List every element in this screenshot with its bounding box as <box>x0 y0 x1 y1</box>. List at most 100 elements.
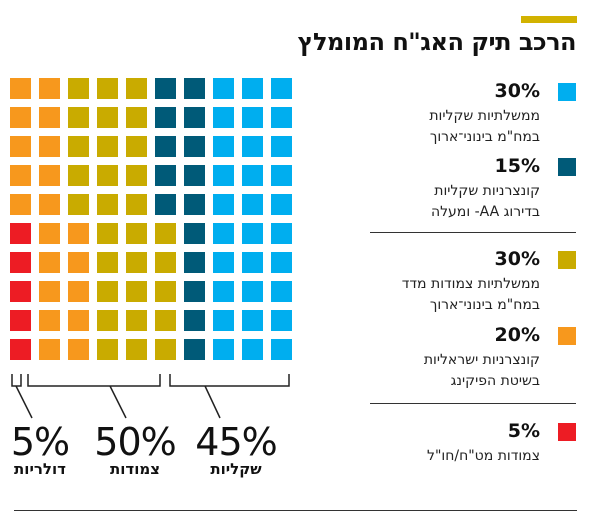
waffle-cell-gov-shekel <box>213 281 234 302</box>
group-bracket-1 <box>27 374 161 419</box>
legend-item-gov-cpi: 30% ממשלתיות צמודות מדד במח"מ בינוני־ארו… <box>356 248 576 324</box>
waffle-cell-gov-cpi <box>68 136 89 157</box>
legend-item-corp-dollar: 5% צמודות מט"ח/חו"ל <box>356 420 576 470</box>
legend-swatch-corp-dollar <box>558 423 576 441</box>
summary-label-dollar: דולריות <box>14 460 66 478</box>
waffle-cell-corp-israeli <box>39 252 60 273</box>
waffle-cell-gov-shekel <box>271 281 292 302</box>
waffle-cell-gov-shekel <box>213 165 234 186</box>
waffle-cell-gov-shekel <box>271 165 292 186</box>
waffle-cell-corp-shekel <box>184 78 205 99</box>
waffle-cell-gov-cpi <box>97 339 118 360</box>
waffle-cell-corp-shekel <box>184 310 205 331</box>
legend-label: קונצרניות שקליות <box>434 183 540 199</box>
waffle-cell-gov-cpi <box>126 165 147 186</box>
waffle-cell-corp-israeli <box>10 194 31 215</box>
waffle-cell-corp-dollar <box>10 281 31 302</box>
legend-item-gov-shekel: 30% ממשלתיות שקליות במח"מ בינוני־ארוך <box>356 80 576 156</box>
waffle-cell-gov-cpi <box>97 310 118 331</box>
waffle-cell-corp-israeli <box>10 165 31 186</box>
waffle-cell-gov-cpi <box>68 165 89 186</box>
legend-item-corp-shekel: 15% קונצרניות שקליות בדירוג AA- ומעלה <box>356 155 576 231</box>
waffle-cell-gov-shekel <box>242 78 263 99</box>
waffle-cell-gov-shekel <box>271 78 292 99</box>
waffle-cell-gov-cpi <box>126 339 147 360</box>
waffle-cell-corp-shekel <box>155 194 176 215</box>
legend-swatch-gov-cpi <box>558 251 576 269</box>
waffle-cell-corp-israeli <box>39 281 60 302</box>
legend-label-sub: במח"מ בינוני־ארוך <box>429 129 540 145</box>
legend-label: צמודות מט"ח/חו"ל <box>427 448 540 464</box>
waffle-cell-gov-shekel <box>242 165 263 186</box>
waffle-cell-gov-cpi <box>97 252 118 273</box>
legend-label: ממשלתיות צמודות מדד <box>401 276 540 292</box>
waffle-cell-corp-shekel <box>155 136 176 157</box>
waffle-cell-corp-israeli <box>39 78 60 99</box>
waffle-cell-corp-shekel <box>184 136 205 157</box>
waffle-cell-gov-shekel <box>242 339 263 360</box>
waffle-cell-gov-shekel <box>271 194 292 215</box>
waffle-cell-gov-cpi <box>126 107 147 128</box>
waffle-cell-gov-shekel <box>242 310 263 331</box>
legend-label: ממשלתיות שקליות <box>429 108 540 124</box>
waffle-cell-gov-shekel <box>213 310 234 331</box>
waffle-cell-gov-shekel <box>271 339 292 360</box>
waffle-cell-gov-shekel <box>242 252 263 273</box>
waffle-cell-gov-cpi <box>126 194 147 215</box>
waffle-cell-gov-shekel <box>213 107 234 128</box>
legend-pct: 20% <box>494 324 540 346</box>
waffle-cell-gov-cpi <box>155 223 176 244</box>
waffle-cell-corp-israeli <box>68 339 89 360</box>
waffle-cell-gov-shekel <box>213 339 234 360</box>
waffle-cell-corp-israeli <box>39 136 60 157</box>
summary-pct-cpi: 50% <box>94 420 176 464</box>
legend-label-sub: בדירוג AA- ומעלה <box>430 204 540 220</box>
legend-label-sub: במח"מ בינוני־ארוך <box>429 297 540 313</box>
waffle-cell-corp-israeli <box>68 281 89 302</box>
waffle-cell-corp-israeli <box>39 165 60 186</box>
waffle-cell-gov-cpi <box>97 165 118 186</box>
group-bracket-2 <box>169 374 290 419</box>
waffle-cell-gov-shekel <box>271 310 292 331</box>
waffle-cell-gov-shekel <box>242 136 263 157</box>
waffle-cell-corp-shekel <box>184 339 205 360</box>
waffle-cell-corp-dollar <box>10 223 31 244</box>
waffle-cell-gov-shekel <box>271 223 292 244</box>
waffle-cell-gov-cpi <box>97 78 118 99</box>
legend-item-corp-israeli: 20% קונצרניות ישראליות בשיטת הפיקינג <box>356 324 576 400</box>
waffle-cell-gov-shekel <box>271 136 292 157</box>
waffle-cell-corp-israeli <box>39 223 60 244</box>
footer-rule <box>14 510 577 511</box>
group-bracket-0 <box>11 374 33 419</box>
waffle-cell-corp-israeli <box>68 252 89 273</box>
legend-pct: 30% <box>494 248 540 270</box>
waffle-cell-corp-israeli <box>39 310 60 331</box>
summary-label-cpi: צמודות <box>109 460 160 478</box>
legend-divider <box>370 403 576 404</box>
waffle-cell-corp-israeli <box>10 78 31 99</box>
waffle-cell-gov-cpi <box>68 194 89 215</box>
waffle-cell-gov-shekel <box>242 107 263 128</box>
waffle-cell-corp-israeli <box>10 136 31 157</box>
legend-label: קונצרניות ישראליות <box>423 352 540 368</box>
waffle-cell-corp-shekel <box>155 78 176 99</box>
waffle-cell-gov-cpi <box>97 107 118 128</box>
waffle-cell-corp-israeli <box>10 107 31 128</box>
waffle-cell-gov-shekel <box>213 136 234 157</box>
waffle-cell-corp-dollar <box>10 339 31 360</box>
waffle-cell-corp-dollar <box>10 310 31 331</box>
waffle-cell-corp-israeli <box>68 310 89 331</box>
waffle-cell-corp-shekel <box>184 165 205 186</box>
waffle-cell-gov-cpi <box>97 281 118 302</box>
waffle-cell-gov-cpi <box>97 136 118 157</box>
chart-title: הרכב תיק האג"ח המומלץ <box>297 28 577 56</box>
waffle-cell-corp-shekel <box>184 223 205 244</box>
waffle-cell-gov-shekel <box>213 194 234 215</box>
waffle-cell-gov-cpi <box>97 194 118 215</box>
summary-pct-shekel: 45% <box>195 420 277 464</box>
waffle-cell-gov-cpi <box>68 107 89 128</box>
waffle-cell-corp-shekel <box>184 252 205 273</box>
legend-divider <box>370 232 576 233</box>
legend-swatch-corp-israeli <box>558 327 576 345</box>
summary-pct-dollar: 5% <box>10 420 70 464</box>
